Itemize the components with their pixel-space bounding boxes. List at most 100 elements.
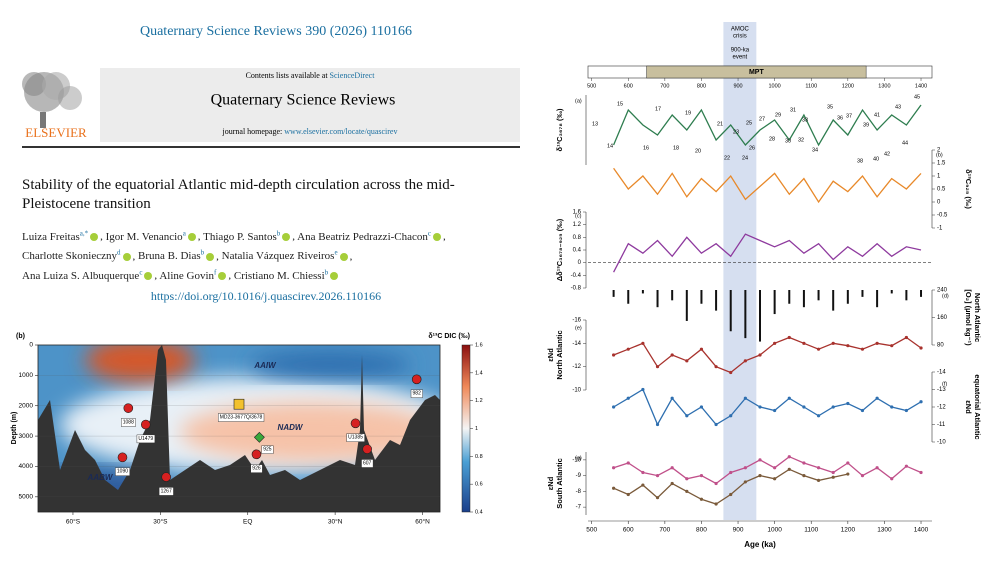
data-point <box>816 466 821 470</box>
sciencedirect-link[interactable]: ScienceDirect <box>330 71 376 80</box>
affiliation[interactable]: b <box>324 268 329 277</box>
affiliation[interactable]: a,* <box>79 229 89 237</box>
x-tick-label: 1300 <box>877 527 892 534</box>
homepage-label: journal homepage: <box>222 127 283 136</box>
mis-label: 20 <box>695 148 701 154</box>
affiliation[interactable]: c <box>139 268 143 277</box>
mis-label: 21 <box>717 121 723 127</box>
y-axis-title: equatorial Atlantic <box>973 374 982 439</box>
panel-label: (b) <box>16 333 25 340</box>
data-point <box>787 396 791 400</box>
y-tick-label: 0.5 <box>937 187 946 193</box>
y-axis-title: Depth (m) <box>11 412 18 445</box>
bar <box>876 290 879 308</box>
bar <box>759 290 761 342</box>
doi-link[interactable]: https://doi.org/10.1016/j.quascirev.2026… <box>151 289 381 303</box>
data-point <box>626 461 630 465</box>
homepage-link[interactable]: www.elsevier.com/locate/quascirev <box>284 127 397 136</box>
y-tick-label: 0 <box>578 260 582 266</box>
data-point <box>773 477 777 481</box>
y-tick-label: -10 <box>937 440 946 446</box>
affiliation[interactable]: b <box>200 248 205 257</box>
site-marker <box>117 452 128 463</box>
data-point <box>860 408 865 413</box>
site-label: 1267 <box>161 488 172 494</box>
data-point <box>626 492 630 497</box>
mpt-bar <box>646 65 867 79</box>
colorbar-tick-label: 0.4 <box>475 509 483 515</box>
orcid-icon[interactable] <box>218 272 227 281</box>
top-tick-label: 1300 <box>878 83 890 89</box>
author-name: Cristiano M. Chiessi <box>233 269 325 282</box>
y-tick-label: -14 <box>937 370 946 376</box>
orcid-icon[interactable] <box>339 252 348 261</box>
author: Bruna B. Diasb <box>138 248 216 262</box>
water-mass-label: AAIW <box>253 361 277 370</box>
data-point <box>729 414 733 418</box>
mis-label: 27 <box>759 116 765 122</box>
mis-label: 25 <box>746 120 752 126</box>
y-tick-label: -7 <box>576 505 582 511</box>
data-point <box>758 458 762 462</box>
series-line <box>613 167 922 204</box>
y-tick-label: 0 <box>937 200 941 206</box>
y-tick-label: 0.8 <box>573 235 582 241</box>
affiliation[interactable]: d <box>117 248 121 257</box>
data-point <box>743 359 747 363</box>
data-point <box>846 401 850 406</box>
data-point <box>904 335 908 340</box>
mis-label: 22 <box>724 155 730 161</box>
data-point <box>758 353 762 357</box>
affiliation[interactable]: c <box>427 229 431 237</box>
site-label: U1479 <box>138 436 153 442</box>
section-figure: (b) δ¹³C DIC (‰) Depth (m) 0 1000 2000 3000 400… <box>11 333 483 526</box>
affiliation[interactable]: a <box>182 229 186 237</box>
site-label-box <box>346 433 365 442</box>
mis-label: 39 <box>863 122 869 128</box>
data-point <box>685 359 689 363</box>
affiliation[interactable]: e <box>334 248 338 257</box>
orcid-icon[interactable] <box>433 233 441 242</box>
orcid-icon[interactable] <box>144 272 153 281</box>
site-label: 925 <box>263 447 272 453</box>
affiliation[interactable]: b <box>276 229 281 237</box>
data-point <box>743 480 747 484</box>
author: Cristiano M. Chiessib <box>233 268 340 282</box>
site-label: 926 <box>252 466 261 472</box>
data-point <box>904 464 908 468</box>
site-marker <box>251 449 262 460</box>
data-point <box>802 474 806 478</box>
homepage-line: journal homepage: www.elsevier.com/locat… <box>222 127 398 136</box>
orcid-icon[interactable] <box>330 272 339 281</box>
mis-label: 29 <box>775 112 781 118</box>
panel-label: (d) <box>942 293 949 299</box>
colorbar-tick-label: 1.4 <box>475 370 483 376</box>
mpt-label: MPT <box>749 69 765 76</box>
site-label-box <box>136 434 156 444</box>
panel-label: (f) <box>942 381 947 387</box>
y-tick-label: 1000 <box>19 372 34 379</box>
data-point <box>743 396 747 400</box>
y-tick-label: -12 <box>572 364 581 370</box>
y-axis-title: [O₂] (µmol kg⁻¹) <box>964 289 973 346</box>
site-label-box <box>121 418 136 427</box>
amoc-annotation: AMOC <box>731 27 750 33</box>
top-tick-label: 1000 <box>769 83 781 89</box>
orcid-icon[interactable] <box>282 233 291 242</box>
contents-line: Contents lists available at ScienceDirec… <box>246 71 376 80</box>
orcid-icon[interactable] <box>122 252 131 261</box>
x-tick-label: 60°N <box>415 518 430 526</box>
author: Charlotte Skoniecznyd <box>22 248 133 262</box>
orcid-icon[interactable] <box>187 233 196 242</box>
colorbar <box>461 344 471 513</box>
affiliation[interactable]: f <box>214 268 217 277</box>
data-point <box>802 341 806 345</box>
orcid-icon[interactable] <box>90 233 99 242</box>
site-marker <box>350 418 361 429</box>
y-axis-title: εNd <box>546 348 555 362</box>
mis-label: 16 <box>643 145 649 151</box>
data-point <box>875 396 879 400</box>
orcid-icon[interactable] <box>206 252 215 261</box>
site-label-box <box>261 445 274 454</box>
